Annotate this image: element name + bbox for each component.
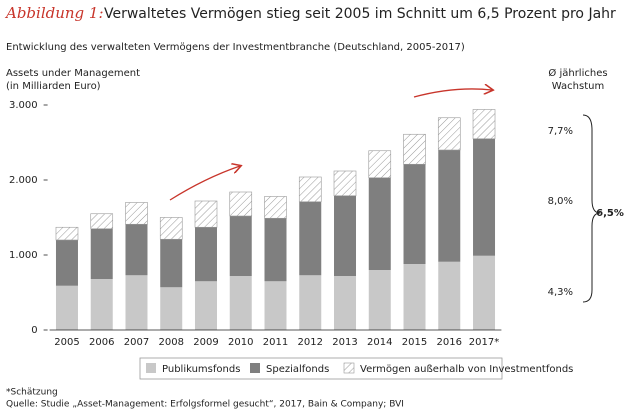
x-tick-label: 2016 xyxy=(437,337,462,348)
subtitle: Entwicklung des verwalteten Vermögens de… xyxy=(6,42,465,53)
y-tick-label: 1.000 xyxy=(9,250,38,261)
bar-segment xyxy=(160,239,183,288)
y-tick-label: 2.000 xyxy=(9,175,38,186)
bar-segment xyxy=(264,281,287,330)
bar-segment xyxy=(55,226,79,241)
y-axis-label: Assets under Management xyxy=(6,68,140,79)
bar-segment xyxy=(368,177,391,270)
x-tick-label: 2008 xyxy=(159,337,184,348)
brace xyxy=(582,114,601,303)
bar-segment xyxy=(159,217,183,240)
bar-segment xyxy=(334,195,357,276)
bar-segment xyxy=(403,164,426,264)
growth-header: Ø jährliches xyxy=(548,67,607,79)
legend-swatch xyxy=(146,363,156,373)
bar-segment xyxy=(472,109,496,140)
bar-segment xyxy=(90,279,113,330)
bar-segment xyxy=(229,191,253,217)
bar-segment xyxy=(125,275,148,330)
bar-segment xyxy=(437,117,461,151)
bar-segment xyxy=(438,261,461,330)
legend-swatch xyxy=(250,363,260,373)
bar-segment xyxy=(264,196,287,219)
bar-segment xyxy=(90,213,114,230)
bar-segment xyxy=(334,276,357,330)
trend-arrow xyxy=(413,89,492,98)
bar-segment xyxy=(333,170,357,197)
bar-segment xyxy=(473,138,496,256)
title-tag: Abbildung 1: xyxy=(4,4,104,22)
growth-rate: 7,7% xyxy=(548,126,573,137)
bar-segment xyxy=(473,255,496,330)
x-tick-label: 2015 xyxy=(402,337,427,348)
bar-segment xyxy=(299,201,322,276)
bar-segment xyxy=(229,216,252,276)
bar-segment xyxy=(368,150,392,179)
x-tick-label: 2017* xyxy=(469,337,499,348)
x-tick-label: 2012 xyxy=(298,337,323,348)
bar-segment xyxy=(194,200,218,228)
x-tick-label: 2011 xyxy=(263,337,288,348)
trend-arrow xyxy=(169,166,240,201)
x-tick-label: 2013 xyxy=(332,337,357,348)
bar-segment xyxy=(264,218,287,282)
y-tick-label: 0 xyxy=(31,325,37,336)
x-tick-label: 2010 xyxy=(228,337,253,348)
source: Quelle: Studie „Asset-Management: Erfolg… xyxy=(6,400,404,410)
x-tick-label: 2009 xyxy=(193,337,218,348)
bar-segment xyxy=(229,276,252,330)
legend-label: Publikumsfonds xyxy=(162,364,240,375)
bar-segment xyxy=(55,240,78,286)
bar-segment xyxy=(368,270,391,330)
growth-rate: 8,0% xyxy=(548,196,573,207)
growth-rate: 4,3% xyxy=(548,287,573,298)
x-tick-label: 2014 xyxy=(367,337,392,348)
bar-segment xyxy=(125,202,148,225)
bar-segment xyxy=(55,285,78,330)
bar-segment xyxy=(403,264,426,330)
bar-segment xyxy=(125,224,148,276)
legend-box xyxy=(139,357,503,380)
bar-segment xyxy=(299,275,322,330)
legend-label: Vermögen außerhalb von Investmentfonds xyxy=(360,364,573,375)
bar-segment xyxy=(194,281,217,330)
y-axis-label: (in Milliarden Euro) xyxy=(6,81,101,92)
footnote: *Schätzung xyxy=(6,388,58,398)
bar-segment xyxy=(403,133,426,165)
x-tick-label: 2005 xyxy=(54,337,79,348)
bar-segment xyxy=(194,227,217,282)
x-tick-label: 2006 xyxy=(89,337,114,348)
bar-segment xyxy=(160,287,183,330)
bar-segment xyxy=(438,150,461,262)
bar-segment xyxy=(90,228,113,279)
chart-title: Verwaltetes Vermögen stieg seit 2005 im … xyxy=(104,6,616,22)
legend-label: Spezialfonds xyxy=(266,364,329,375)
growth-header: Wachstum xyxy=(552,81,604,92)
legend-swatch xyxy=(343,362,355,374)
y-tick-label: 3.000 xyxy=(9,100,38,111)
bar-segment xyxy=(298,176,322,203)
growth-total: 6,5% xyxy=(596,208,624,219)
x-tick-label: 2007 xyxy=(124,337,149,348)
